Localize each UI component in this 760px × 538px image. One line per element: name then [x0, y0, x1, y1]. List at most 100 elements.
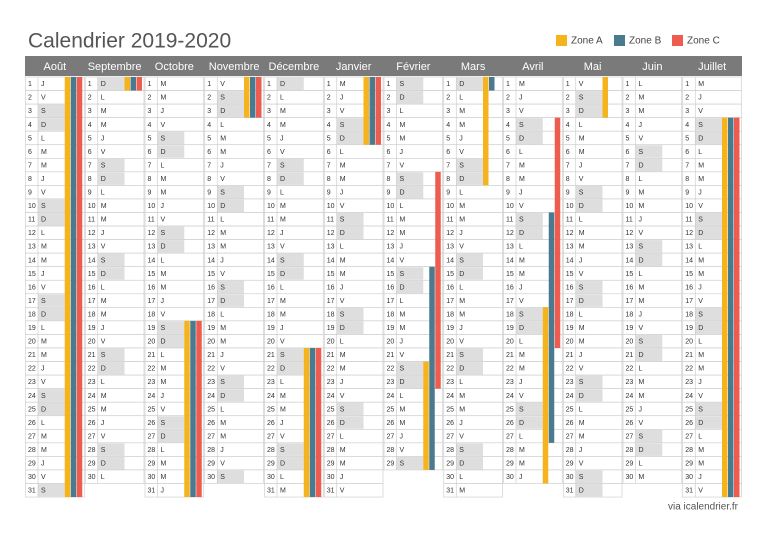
weekday: S	[519, 122, 524, 129]
weekday: S	[280, 447, 285, 454]
day-number: 14	[267, 257, 275, 264]
weekend-shade	[516, 118, 543, 131]
day-number: 5	[446, 135, 450, 142]
day-number: 27	[446, 433, 454, 440]
weekday: J	[220, 257, 224, 264]
holiday-bar	[375, 77, 381, 145]
day-cell	[84, 90, 145, 105]
weekday: S	[161, 325, 166, 332]
day-cell	[204, 171, 264, 186]
day-number: 28	[446, 447, 454, 454]
weekday: D	[41, 406, 46, 413]
weekday: J	[280, 135, 284, 142]
day-number: 5	[506, 135, 510, 142]
weekend-shade	[516, 416, 543, 429]
weekend-shade	[396, 267, 424, 280]
weekday: V	[41, 190, 46, 197]
weekend-shade	[157, 145, 185, 158]
weekday: M	[579, 244, 585, 251]
day-number: 8	[446, 176, 450, 183]
weekday: D	[698, 230, 703, 237]
day-number: 11	[267, 217, 274, 224]
weekday: J	[101, 135, 105, 142]
day-number: 17	[207, 298, 215, 305]
day-number: 12	[88, 230, 96, 237]
day-number: 25	[626, 406, 634, 413]
day-number: 27	[566, 433, 574, 440]
day-number: 30	[566, 474, 574, 481]
weekday: M	[101, 298, 107, 305]
weekend-shade	[396, 280, 424, 294]
day-number: 3	[506, 108, 510, 115]
weekend-shade	[38, 294, 65, 307]
day-number: 21	[446, 352, 454, 359]
weekend-shade	[695, 307, 722, 321]
weekday: S	[579, 284, 584, 291]
legend-label: Zone B	[629, 36, 662, 47]
day-number: 12	[267, 230, 275, 237]
weekday: J	[41, 81, 45, 88]
day-cell	[622, 90, 683, 105]
weekday: M	[698, 447, 704, 454]
weekday: M	[400, 311, 406, 318]
weekday: S	[41, 488, 46, 495]
day-number: 15	[207, 271, 215, 278]
day-number: 26	[446, 420, 454, 427]
weekend-shade	[38, 213, 65, 226]
weekday: M	[519, 257, 525, 264]
weekday: J	[161, 108, 165, 115]
day-number: 5	[28, 135, 32, 142]
day-number: 20	[267, 339, 275, 346]
weekday: J	[220, 447, 224, 454]
weekend-shade	[97, 158, 125, 172]
day-number: 2	[446, 95, 450, 102]
day-number: 10	[148, 203, 156, 210]
weekday: L	[101, 95, 105, 102]
day-number: 21	[626, 352, 634, 359]
weekday: L	[101, 379, 105, 386]
day-number: 8	[626, 176, 630, 183]
weekday: L	[519, 433, 523, 440]
day-number: 16	[685, 284, 693, 291]
weekday: V	[698, 488, 703, 495]
day-number: 14	[88, 257, 96, 264]
month-name: Octobre	[155, 61, 194, 73]
weekend-shade	[635, 334, 663, 348]
day-number: 30	[267, 474, 275, 481]
weekend-shade	[695, 118, 722, 131]
day-number: 8	[148, 176, 152, 183]
day-number: 18	[88, 311, 96, 318]
weekday: V	[459, 339, 464, 346]
day-number: 23	[267, 379, 275, 386]
day-number: 30	[28, 474, 36, 481]
weekday: M	[698, 81, 704, 88]
holiday-bar	[363, 77, 369, 145]
weekday: M	[459, 406, 465, 413]
holiday-bar	[64, 77, 71, 498]
weekday: M	[340, 162, 346, 169]
day-number: 2	[28, 95, 32, 102]
day-cell	[84, 117, 145, 132]
day-number: 25	[446, 406, 454, 413]
day-cell	[443, 483, 503, 498]
weekday: J	[698, 284, 702, 291]
weekday: S	[161, 230, 166, 237]
weekday: L	[41, 135, 45, 142]
day-number: 11	[327, 217, 334, 224]
weekday: M	[220, 244, 226, 251]
day-number: 28	[566, 447, 574, 454]
weekday: L	[280, 474, 284, 481]
holiday-bar	[542, 307, 549, 484]
day-cell	[204, 158, 264, 173]
weekend-shade	[97, 456, 125, 470]
weekend-shade	[575, 389, 603, 402]
day-cell	[443, 185, 503, 200]
day-number: 23	[207, 379, 215, 386]
day-number: 26	[626, 420, 634, 427]
day-number: 18	[626, 311, 634, 318]
weekday: J	[340, 190, 344, 197]
day-number: 6	[28, 149, 32, 156]
weekend-shade	[516, 213, 543, 226]
day-cell	[204, 144, 264, 159]
day-number: 10	[267, 203, 275, 210]
